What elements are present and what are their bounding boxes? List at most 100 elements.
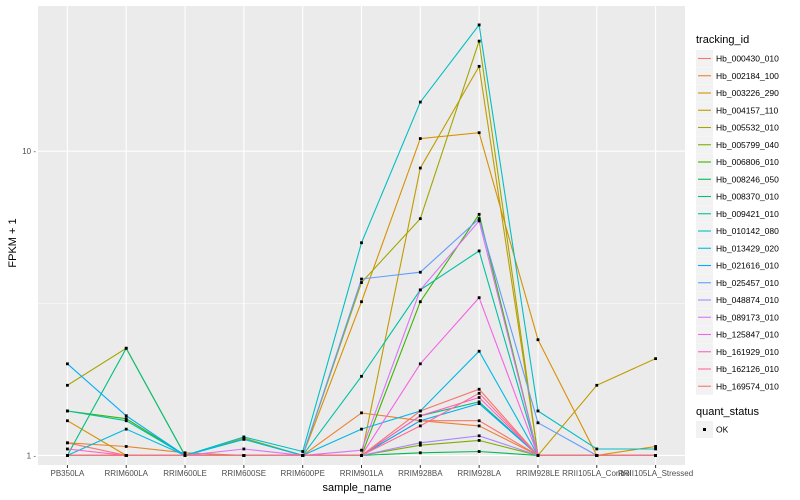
data-point <box>477 39 481 43</box>
y-tick-label: 10 - <box>22 147 36 156</box>
data-point <box>654 357 657 361</box>
legend2-title: quant_status <box>696 406 759 418</box>
data-point <box>477 391 481 395</box>
data-point <box>360 374 363 378</box>
data-point <box>242 435 246 439</box>
data-point <box>242 454 246 457</box>
data-point <box>477 219 481 223</box>
data-point <box>360 448 363 452</box>
data-point <box>477 439 481 442</box>
data-point <box>124 427 128 431</box>
x-tick-label: PB350LA <box>51 469 85 478</box>
data-point <box>418 300 422 304</box>
data-point <box>477 402 481 406</box>
data-point <box>360 277 363 281</box>
data-point <box>477 23 481 27</box>
data-point <box>477 249 481 253</box>
legend-label: Hb_025457_010 <box>716 278 779 288</box>
data-point <box>595 383 599 387</box>
data-point <box>66 362 69 366</box>
data-point <box>477 212 481 216</box>
legend-label: Hb_005799_040 <box>716 140 779 150</box>
legend-label: Hb_008370_010 <box>716 192 779 202</box>
data-point <box>418 270 422 274</box>
data-point <box>536 338 540 342</box>
data-point <box>124 417 128 421</box>
data-point <box>360 427 363 431</box>
data-point <box>536 409 540 413</box>
data-point <box>124 454 128 457</box>
data-point <box>536 421 540 425</box>
legend-label: Hb_021616_010 <box>716 261 779 271</box>
data-point <box>418 409 422 413</box>
x-tick-label: RRIM600LE <box>163 469 207 478</box>
x-tick-label: RRIM600SE <box>222 469 266 478</box>
data-point <box>418 424 422 428</box>
data-point <box>66 409 69 413</box>
legend-label: Hb_162126_010 <box>716 364 779 374</box>
legend: Hb_000430_010 Hb_002184_100 Hb_003226_290 H… <box>696 50 779 395</box>
legend-label: Hb_003226_290 <box>716 88 779 98</box>
data-point <box>654 445 657 448</box>
data-point <box>66 383 69 387</box>
data-point <box>418 443 422 447</box>
data-point <box>536 454 540 457</box>
data-point <box>477 396 481 399</box>
legend-label: Hb_000430_010 <box>716 54 779 64</box>
data-point <box>242 437 246 441</box>
data-point <box>654 454 657 457</box>
legend-title: tracking_id <box>696 34 749 46</box>
legend-label: Hb_048874_010 <box>716 295 779 305</box>
x-tick-label: RRIM928BA <box>398 469 443 478</box>
legend-label: Hb_005532_010 <box>716 123 779 133</box>
data-point <box>418 137 422 140</box>
data-point <box>477 450 481 453</box>
legend2-label: OK <box>716 425 729 435</box>
legend-quant-status: OK <box>696 421 729 438</box>
data-point <box>595 454 599 457</box>
x-axis-title: sample_name <box>322 482 391 494</box>
x-tick-label: RRIM600PE <box>280 469 324 478</box>
legend-label: Hb_161929_010 <box>716 347 779 357</box>
data-point <box>301 450 305 453</box>
data-point <box>360 241 363 245</box>
data-point <box>654 447 657 451</box>
data-point <box>66 454 69 457</box>
legend-label: Hb_169574_010 <box>716 381 779 391</box>
legend-label: Hb_004157_110 <box>716 105 779 115</box>
data-point <box>418 451 422 455</box>
data-point <box>124 419 128 423</box>
data-point <box>477 434 481 438</box>
data-point <box>183 454 187 457</box>
data-point <box>418 288 422 292</box>
data-point <box>477 217 481 221</box>
y-axis: 1 - 10 - <box>22 147 36 460</box>
data-point <box>66 441 69 445</box>
data-point <box>66 419 69 423</box>
data-point <box>477 131 481 135</box>
x-axis: PB350LA RRIM600LA RRIM600LE RRIM600SE RRIM60… <box>51 465 693 478</box>
y-tick-label: 1 - <box>27 451 37 460</box>
data-point <box>124 346 128 350</box>
data-point <box>124 445 128 448</box>
data-point <box>418 362 422 366</box>
data-point <box>360 281 363 284</box>
data-point <box>477 64 481 68</box>
legend2-key-point <box>703 428 706 431</box>
legend-label: Hb_089173_010 <box>716 312 779 322</box>
data-point <box>301 454 305 457</box>
data-point <box>418 166 422 170</box>
data-point <box>477 349 481 353</box>
legend-label: Hb_013429_020 <box>716 243 779 253</box>
data-point <box>477 296 481 300</box>
data-point <box>66 447 69 451</box>
data-point <box>477 424 481 428</box>
x-tick-label: RRIM928LA <box>457 469 501 478</box>
data-point <box>595 447 599 451</box>
data-point <box>360 300 363 304</box>
legend-label: Hb_009421_010 <box>716 209 779 219</box>
data-point <box>418 441 422 445</box>
legend-label: Hb_006806_010 <box>716 157 779 167</box>
legend-label: Hb_008246_050 <box>716 174 779 184</box>
